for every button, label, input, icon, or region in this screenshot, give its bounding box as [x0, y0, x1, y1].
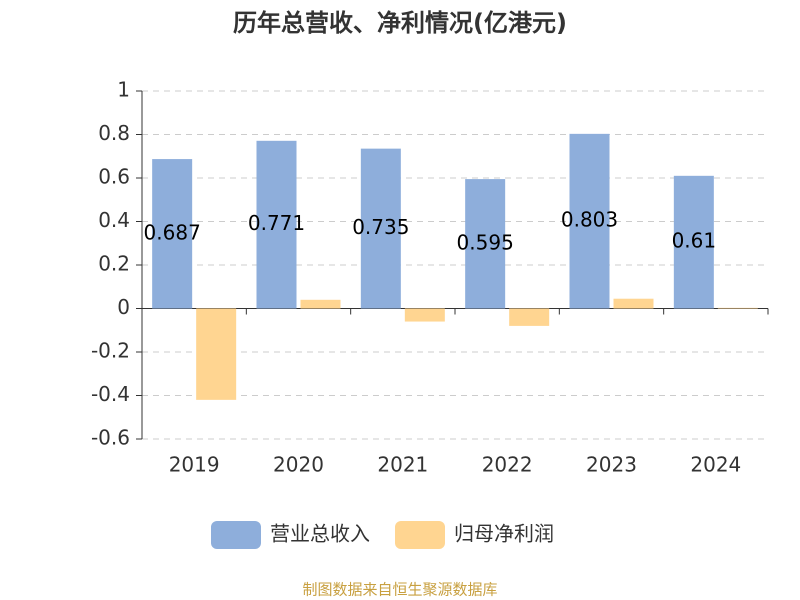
bar: [673, 175, 714, 309]
legend-swatch: [395, 521, 445, 549]
x-tick-label: 2021: [377, 453, 428, 477]
bar: [569, 133, 610, 309]
bar: [613, 298, 654, 309]
bar: [509, 308, 550, 326]
legend-swatch: [211, 521, 261, 549]
bar: [256, 140, 297, 309]
y-tick-label: 0.2: [98, 252, 130, 276]
value-label: 0.803: [561, 208, 618, 232]
value-label: 0.61: [672, 229, 717, 253]
y-tick-label: -0.2: [91, 339, 130, 363]
bar: [196, 308, 237, 400]
bar: [465, 179, 506, 309]
x-tick-label: 2022: [482, 453, 533, 477]
y-tick-label: 0: [117, 295, 130, 319]
x-tick-label: 2019: [169, 453, 220, 477]
value-label: 0.735: [352, 215, 409, 239]
y-tick-label: 0.4: [98, 208, 130, 232]
source-note: 制图数据来自恒生聚源数据库: [302, 581, 497, 599]
value-label: 0.595: [457, 230, 514, 254]
bar: [717, 307, 758, 309]
y-tick-label: 0.8: [98, 121, 130, 145]
legend-label: 归母净利润: [454, 522, 554, 546]
value-label: 0.771: [248, 211, 305, 235]
y-tick-label: -0.6: [91, 426, 130, 450]
y-tick-label: 1: [117, 78, 130, 102]
bar: [360, 148, 401, 309]
x-tick-label: 2020: [273, 453, 324, 477]
x-tick-label: 2023: [586, 453, 637, 477]
chart-title: 历年总营收、净利情况(亿港元): [233, 9, 567, 37]
value-label: 0.687: [144, 220, 201, 244]
legend-label: 营业总收入: [270, 522, 370, 546]
y-tick-label: -0.4: [91, 382, 130, 406]
bar: [152, 159, 193, 309]
y-tick-label: 0.6: [98, 165, 130, 189]
bar: [300, 299, 341, 309]
x-tick-label: 2024: [690, 453, 741, 477]
bar: [404, 308, 445, 322]
